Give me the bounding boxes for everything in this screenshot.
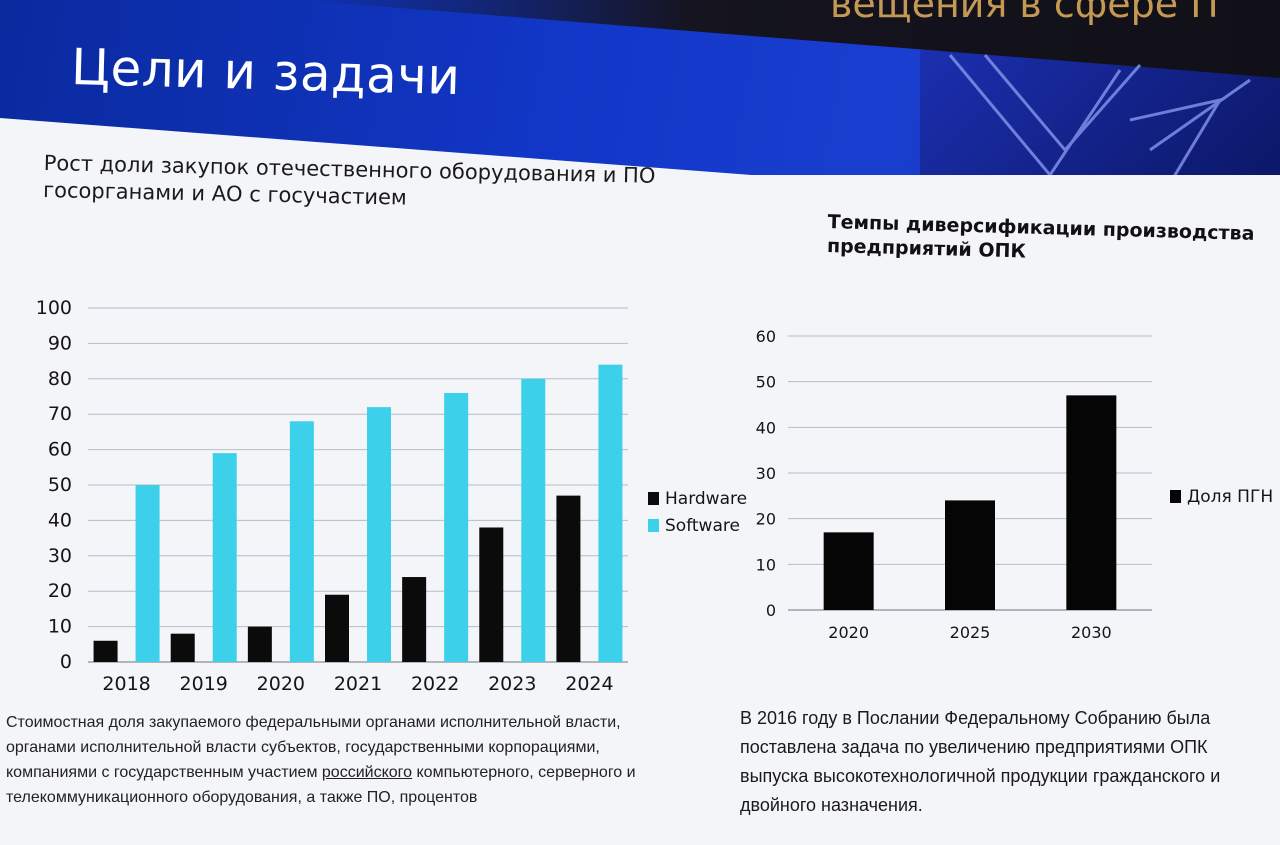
bar-software-2019 — [212, 453, 237, 662]
legend-swatch-software — [648, 519, 659, 532]
bar-доля-пгн-2030 — [1066, 395, 1117, 610]
y-tick-label: 20 — [756, 510, 776, 529]
y-tick-label: 50 — [48, 474, 72, 496]
top-banner-text: вещения в сфере IT — [830, 0, 1225, 26]
x-tick-label: 2018 — [102, 673, 150, 695]
x-tick-label: 2022 — [411, 673, 459, 695]
y-tick-label: 90 — [48, 332, 72, 354]
legend-swatch-hardware — [648, 492, 659, 505]
x-tick-label: 2023 — [488, 673, 536, 695]
legend-label: Software — [665, 516, 740, 536]
legend-label: Hardware — [665, 489, 747, 509]
right-chart-caption: В 2016 году в Послании Федеральному Собр… — [740, 708, 1221, 815]
y-tick-label: 0 — [766, 601, 776, 620]
slide-header: вещения в сфере IT Цели и задачи — [0, 0, 1280, 175]
x-tick-label: 2030 — [1071, 623, 1112, 642]
legend-swatch-доля-пгн — [1170, 490, 1181, 503]
header-decoration-lines — [948, 54, 1251, 175]
bar-hardware-2022 — [402, 577, 427, 662]
legend-label: Доля ПГН — [1187, 487, 1273, 507]
bar-hardware-2021 — [325, 594, 349, 662]
page-title: Цели и задачи — [70, 38, 462, 107]
x-tick-label: 2025 — [950, 623, 991, 642]
y-tick-label: 40 — [48, 509, 72, 531]
bar-доля-пгн-2025 — [945, 500, 995, 610]
bar-hardware-2020 — [247, 626, 272, 662]
y-tick-label: 50 — [756, 373, 776, 392]
caption-text-end: компьютерного, серверного и телекоммуник… — [6, 764, 636, 806]
y-tick-label: 0 — [60, 651, 72, 673]
x-tick-label: 2024 — [565, 673, 613, 695]
caption-text-start: Стоимостная доля закупаемого федеральным… — [6, 714, 621, 781]
procurement-bar-chart: 0 10 20 30 40 50 60 70 80 90 100 2018 2019 2020 2021 20… — [36, 297, 747, 695]
bar-software-2022 — [444, 392, 469, 662]
y-tick-label: 20 — [48, 580, 72, 602]
bar-hardware-2019 — [170, 633, 195, 662]
bar-software-2024 — [598, 364, 623, 662]
bar-software-2021 — [367, 407, 391, 662]
bar-hardware-2024 — [556, 495, 581, 662]
bar-software-2018 — [135, 485, 160, 662]
y-tick-label: 30 — [48, 545, 72, 567]
y-tick-label: 100 — [36, 297, 72, 319]
x-tick-label: 2020 — [257, 673, 305, 695]
y-tick-label: 60 — [756, 327, 776, 346]
y-tick-label: 70 — [48, 403, 72, 425]
bar-software-2020 — [289, 421, 314, 662]
bar-software-2023 — [521, 378, 546, 662]
right-chart-title: Темпы диверсификации производства предпр… — [826, 210, 1255, 263]
y-tick-label: 30 — [756, 464, 776, 483]
x-tick-label: 2021 — [334, 673, 382, 695]
left-chart-caption: Стоимостная доля закупаемого федеральным… — [6, 710, 656, 810]
y-tick-label: 10 — [48, 616, 72, 638]
bar-доля-пгн-2020 — [823, 532, 874, 610]
x-tick-label: 2019 — [180, 673, 228, 695]
bar-hardware-2023 — [479, 527, 504, 662]
x-tick-label: 2020 — [828, 623, 869, 642]
y-tick-label: 40 — [756, 418, 776, 437]
y-tick-label: 80 — [48, 368, 72, 390]
caption-underlined-word: российского — [321, 764, 413, 781]
y-tick-label: 60 — [48, 439, 72, 461]
bar-hardware-2018 — [93, 640, 118, 662]
y-tick-label: 10 — [756, 555, 776, 574]
